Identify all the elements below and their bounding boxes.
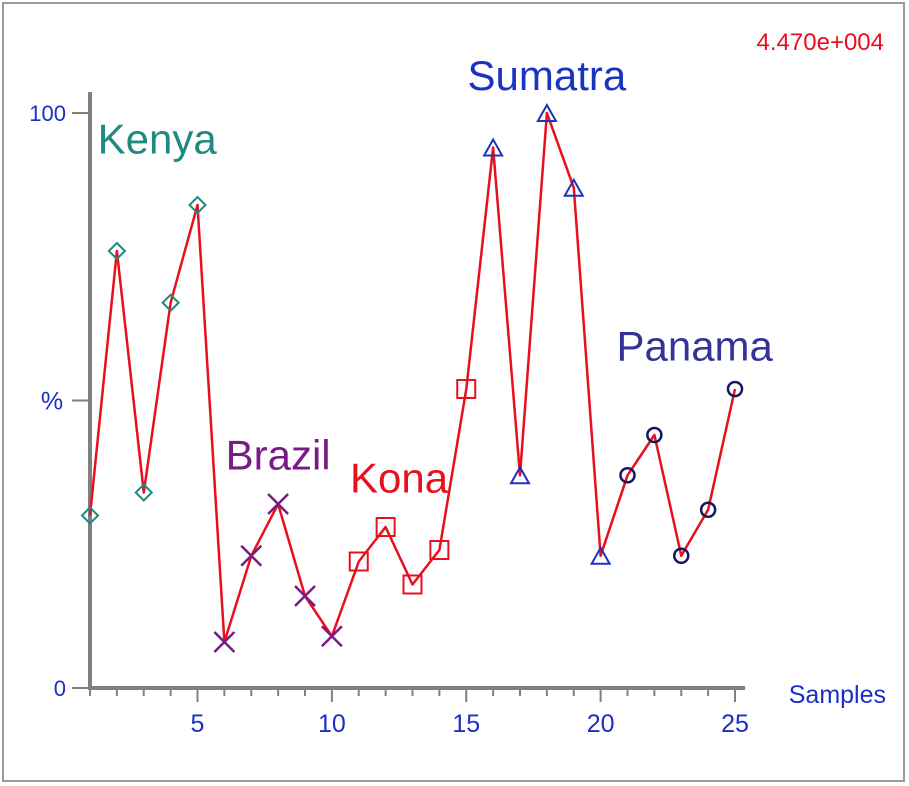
data-point-diamond-4 bbox=[161, 293, 181, 313]
markers-group bbox=[80, 102, 744, 653]
y-tick-label: 0 bbox=[54, 676, 66, 701]
data-point-diamond-5 bbox=[188, 195, 207, 215]
x-tick-label: 5 bbox=[191, 710, 205, 738]
data-point-circle-24 bbox=[699, 501, 717, 518]
y-axis-label: % bbox=[41, 388, 63, 416]
data-point-triangle-18 bbox=[536, 102, 558, 122]
data-point-triangle-20 bbox=[589, 545, 612, 565]
group-label-sumatra: Sumatra bbox=[468, 52, 627, 99]
data-point-cross-8 bbox=[267, 493, 290, 515]
data-point-square-11 bbox=[348, 551, 369, 572]
data-point-circle-22 bbox=[646, 426, 663, 444]
x-axis-label: Samples bbox=[789, 681, 886, 709]
data-point-circle-23 bbox=[673, 547, 690, 564]
series-line-group bbox=[88, 111, 737, 644]
data-point-cross-9 bbox=[294, 585, 316, 607]
group-label-kenya: Kenya bbox=[98, 115, 218, 162]
data-point-diamond-3 bbox=[134, 483, 154, 502]
series-line bbox=[88, 111, 737, 644]
data-point-square-15 bbox=[456, 379, 477, 399]
data-point-cross-7 bbox=[240, 544, 263, 567]
x-tick-label: 15 bbox=[452, 710, 480, 738]
data-point-square-12 bbox=[375, 517, 396, 537]
data-point-circle-21 bbox=[619, 467, 636, 484]
data-point-circle-25 bbox=[726, 380, 744, 398]
x-tick-label: 25 bbox=[721, 710, 749, 738]
data-point-triangle-17 bbox=[509, 465, 531, 485]
data-point-cross-6 bbox=[213, 631, 236, 653]
scale-label: 4.470e+004 bbox=[757, 29, 884, 56]
group-label-panama: Panama bbox=[616, 322, 773, 369]
data-point-square-14 bbox=[429, 540, 450, 560]
data-point-cross-10 bbox=[320, 625, 343, 648]
data-point-square-13 bbox=[402, 574, 423, 595]
x-tick-label: 10 bbox=[318, 710, 346, 738]
chart-axes: 0 100% 5 10 15 20 25 Samples bbox=[29, 92, 886, 738]
y-tick-label: 100 bbox=[29, 101, 66, 126]
labels-group: 4.470e+004 Kenya Brazil Kona Sumatra Panama bbox=[98, 29, 884, 502]
data-point-triangle-19 bbox=[563, 177, 585, 197]
x-tick-label: 20 bbox=[587, 710, 615, 738]
data-point-triangle-16 bbox=[482, 137, 504, 157]
group-label-kona: Kona bbox=[350, 455, 449, 502]
group-label-brazil: Brazil bbox=[226, 432, 331, 479]
data-point-diamond-2 bbox=[107, 241, 127, 261]
data-point-diamond-1 bbox=[80, 506, 100, 525]
